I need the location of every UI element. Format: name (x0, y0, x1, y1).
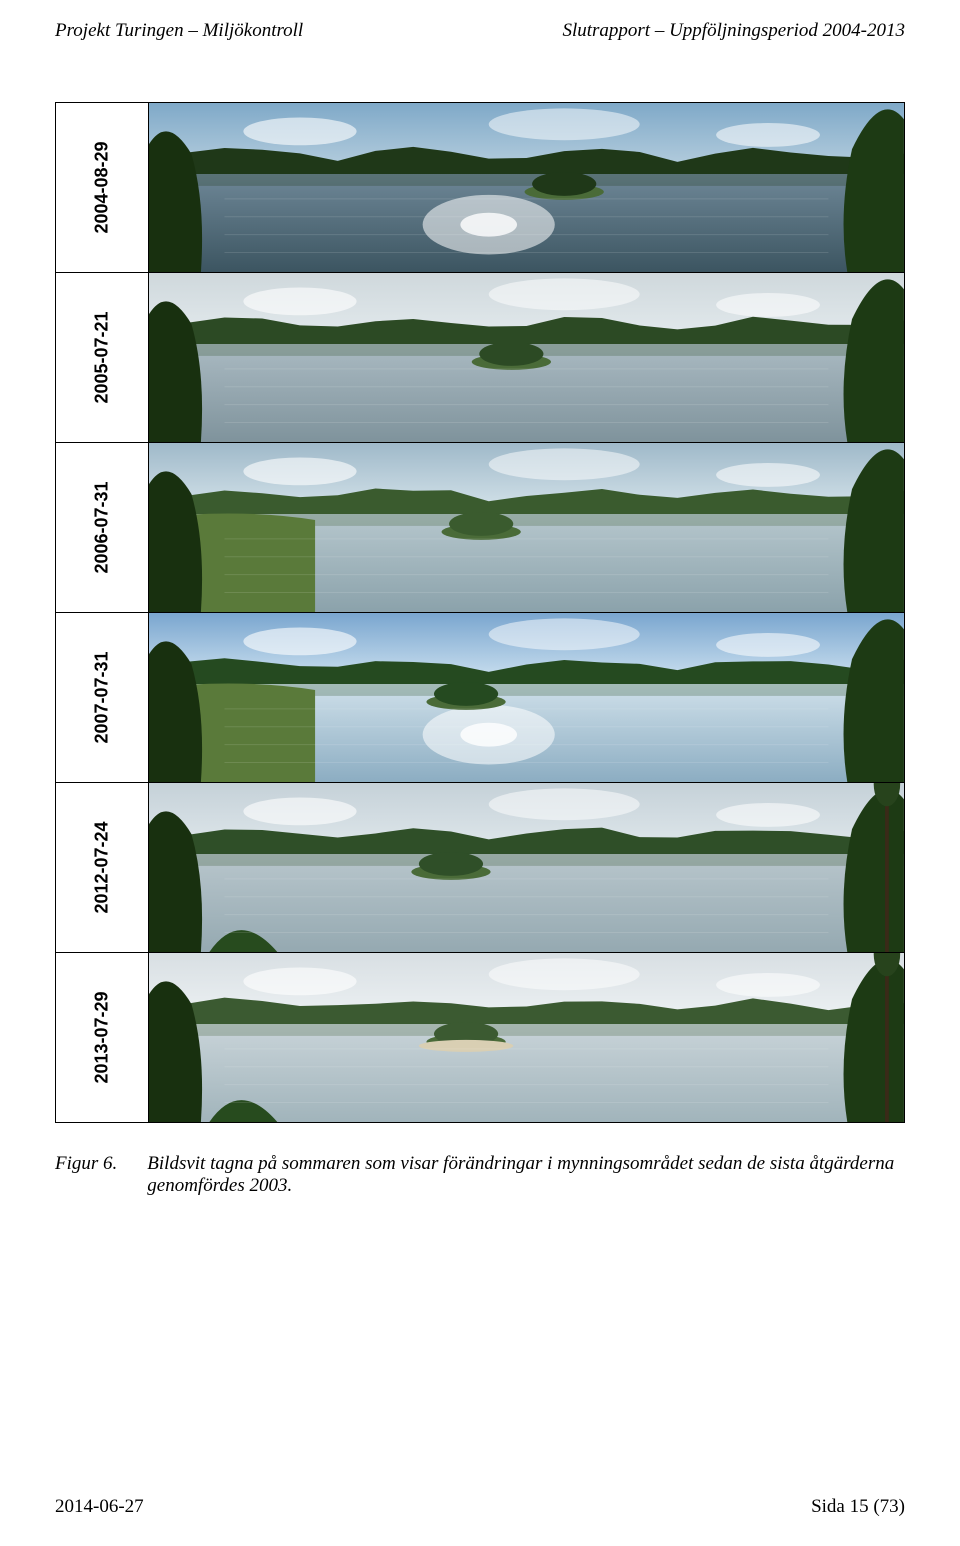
date-label: 2007-07-31 (92, 651, 113, 743)
panorama-image (149, 953, 905, 1123)
date-label: 2006-07-31 (92, 481, 113, 573)
panorama-image (149, 103, 905, 273)
panorama-table: 2004-08-29 2005-07-21 2006-07-31 2007-07… (55, 102, 905, 1123)
date-label-cell: 2006-07-31 (56, 443, 149, 613)
date-label: 2013-07-29 (92, 991, 113, 1083)
date-label: 2004-08-29 (92, 141, 113, 233)
figure-label: Figur 6. (55, 1153, 117, 1197)
header-right: Slutrapport – Uppföljningsperiod 2004-20… (562, 20, 905, 42)
panorama-image (149, 443, 905, 613)
date-label-cell: 2007-07-31 (56, 613, 149, 783)
table-row: 2007-07-31 (56, 613, 905, 783)
date-label-cell: 2004-08-29 (56, 103, 149, 273)
footer-page: Sida 15 (73) (811, 1496, 905, 1518)
date-label-cell: 2012-07-24 (56, 783, 149, 953)
table-row: 2012-07-24 (56, 783, 905, 953)
header-left: Projekt Turingen – Miljökontroll (55, 20, 303, 42)
panorama-image (149, 273, 905, 443)
table-row: 2004-08-29 (56, 103, 905, 273)
date-label-cell: 2013-07-29 (56, 953, 149, 1123)
figure-text: Bildsvit tagna på sommaren som visar för… (147, 1153, 905, 1197)
table-row: 2005-07-21 (56, 273, 905, 443)
table-row: 2013-07-29 (56, 953, 905, 1123)
date-label: 2012-07-24 (92, 821, 113, 913)
panorama-image (149, 783, 905, 953)
table-row: 2006-07-31 (56, 443, 905, 613)
figure-caption: Figur 6. Bildsvit tagna på sommaren som … (55, 1153, 905, 1197)
footer-date: 2014-06-27 (55, 1496, 144, 1518)
date-label: 2005-07-21 (92, 311, 113, 403)
panorama-image (149, 613, 905, 783)
date-label-cell: 2005-07-21 (56, 273, 149, 443)
